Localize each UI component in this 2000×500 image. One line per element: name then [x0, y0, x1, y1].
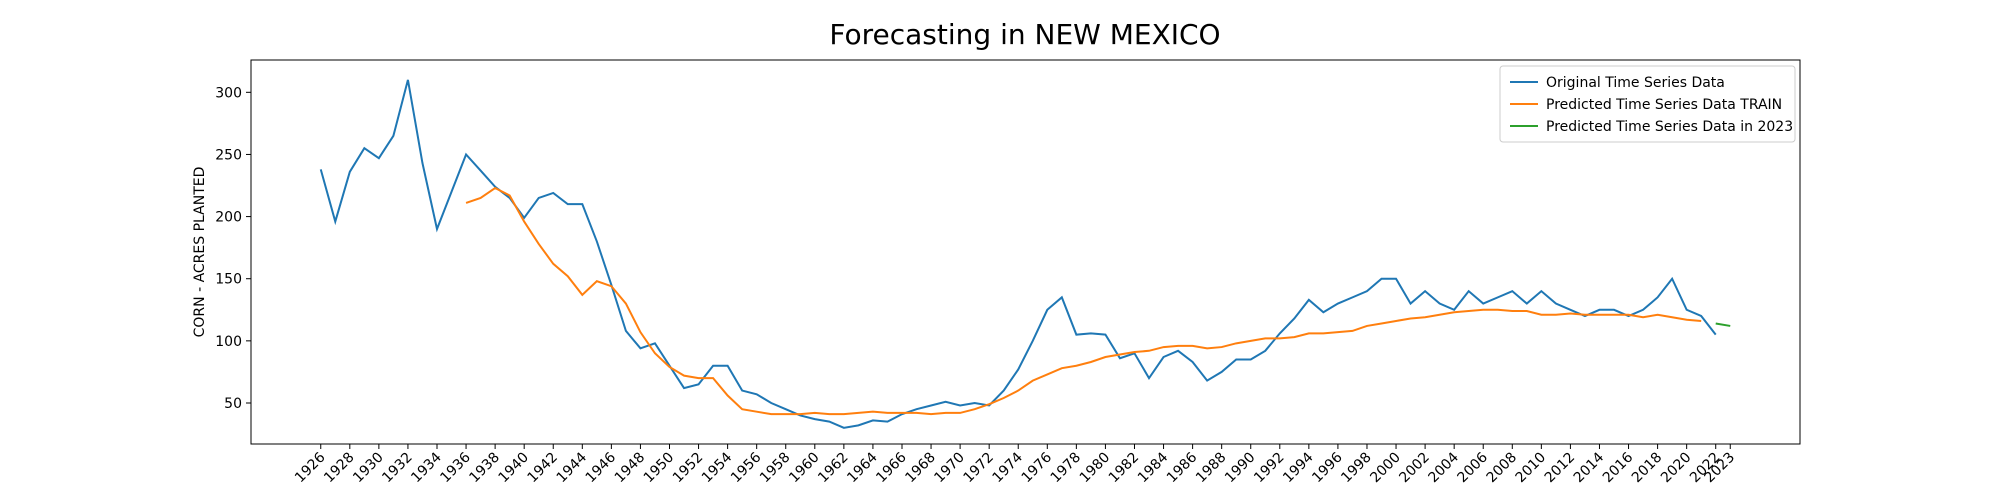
series-line — [465, 186, 1702, 416]
series-line — [1715, 322, 1731, 327]
legend-label: Predicted Time Series Data TRAIN — [1546, 97, 1782, 113]
series-line — [319, 79, 1717, 429]
y-tick-label: 50 — [224, 396, 242, 412]
chart-title: Forecasting in NEW MEXICO — [829, 18, 1220, 51]
y-axis-label: CORN - ACRES PLANTED — [192, 167, 208, 338]
y-tick-label: 300 — [215, 85, 242, 101]
y-tick-label: 100 — [215, 334, 242, 350]
y-tick-label: 150 — [215, 272, 242, 288]
legend-label: Predicted Time Series Data in 2023 — [1546, 119, 1793, 135]
legend-label: Original Time Series Data — [1546, 75, 1725, 91]
y-tick-label: 200 — [215, 210, 242, 226]
y-tick-label: 250 — [215, 147, 242, 163]
legend-box — [1499, 65, 1796, 143]
plot-frame — [250, 59, 1801, 445]
